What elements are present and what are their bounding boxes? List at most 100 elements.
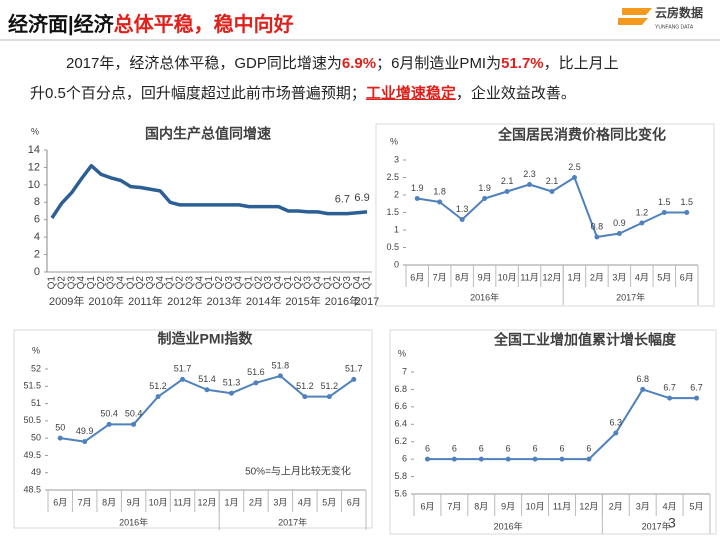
data-label: 0.9 <box>613 218 626 228</box>
y-tick-label: 6.8 <box>394 384 407 394</box>
data-label: 51.8 <box>272 360 290 370</box>
text-segment: 2017年，经济总体平稳，GDP同比增速为 <box>66 55 342 72</box>
x-tick-label: Q1 <box>322 276 333 290</box>
y-tick-label: 1 <box>394 224 399 234</box>
x-tick-label: Q1 <box>86 276 97 290</box>
x-tick-label: Q3 <box>145 276 156 290</box>
text-segment: ，比上月上 <box>543 55 619 72</box>
group-label: 2014年 <box>246 294 281 308</box>
y-tick-label: 5.6 <box>394 488 407 498</box>
data-label: 51.7 <box>345 364 363 374</box>
x-tick-label: 1月 <box>224 497 238 507</box>
point <box>302 394 308 400</box>
x-tick-label: 10月 <box>149 497 168 507</box>
data-label: 0.8 <box>591 221 604 231</box>
title-text: 经济面|经济 <box>8 14 114 36</box>
y-tick-label: 3 <box>394 154 399 164</box>
y-tick-label: 7 <box>402 366 407 376</box>
point <box>504 189 510 194</box>
data-label: 6 <box>425 444 430 454</box>
data-label: 6 <box>533 444 538 454</box>
text-segment: 升0.5个百分点，回升幅度超过此前市场普遍预期； <box>30 85 366 102</box>
y-unit: % <box>398 348 406 358</box>
chart-frame <box>375 123 715 307</box>
x-tick-label: 5月 <box>690 501 704 511</box>
y-tick-label: 0.5 <box>386 242 399 252</box>
data-label: 51.2 <box>296 381 314 391</box>
point <box>351 376 357 382</box>
y-tick-label: 4 <box>34 231 40 243</box>
data-label: 2.1 <box>501 176 514 186</box>
point <box>613 430 619 436</box>
x-tick-label: Q4 <box>352 276 363 290</box>
x-tick-label: Q2 <box>214 276 225 290</box>
x-tick-label: Q4 <box>234 276 245 290</box>
data-label: 6 <box>452 444 457 454</box>
chart-title: 全国居民消费价格同比变化 <box>497 127 666 143</box>
data-label: 51.2 <box>321 381 339 391</box>
point <box>424 456 430 462</box>
chart-title: 全国工业增加值累计增长幅度 <box>493 332 677 348</box>
x-tick-label: Q2 <box>96 276 107 290</box>
group-label: 2009年 <box>49 294 84 308</box>
data-label: 51.3 <box>223 378 241 388</box>
text-segment: 51.7% <box>501 55 544 72</box>
data-label: 6.7 <box>335 194 350 206</box>
x-tick-label: 2月 <box>590 272 604 282</box>
text-segment: ；6月制造业PMI为 <box>376 55 502 72</box>
point <box>640 386 646 392</box>
x-tick-label: 3月 <box>273 497 287 507</box>
x-tick-label: Q1 <box>244 276 255 290</box>
x-tick-label: 11月 <box>553 501 571 511</box>
point <box>532 456 538 462</box>
data-label: 51.4 <box>198 374 216 384</box>
text-segment: 6.9% <box>341 55 377 72</box>
y-tick-label: 10 <box>28 179 40 191</box>
x-tick-label: Q3 <box>66 276 77 290</box>
x-tick-label: 3月 <box>612 272 626 282</box>
x-tick-label: 1月 <box>567 272 581 282</box>
x-tick-label: Q2 <box>253 276 264 290</box>
y-tick-label: 52 <box>31 363 41 373</box>
data-label: 1.5 <box>658 197 671 207</box>
x-tick-label: Q3 <box>303 276 314 290</box>
group-label: 2011年 <box>128 294 163 308</box>
y-tick-label: 49.5 <box>23 450 41 460</box>
x-tick-label: 4月 <box>663 501 677 511</box>
data-label: 6.3 <box>610 417 623 427</box>
paragraph-line: 2017年，经济总体平稳，GDP同比增速为6.9%；6月制造业PMI为51.7%… <box>66 52 619 73</box>
x-tick-label: 11月 <box>520 272 538 282</box>
y-tick-label: 51 <box>31 398 41 408</box>
group-label: 2016年 <box>494 520 523 531</box>
point <box>639 220 645 226</box>
data-label: 6.7 <box>690 383 703 393</box>
data-label: 49.9 <box>76 426 94 436</box>
title-emphasis: 总体平稳，稳中向好 <box>113 14 294 36</box>
group-label: 2017 <box>355 296 379 308</box>
x-tick-label: 12月 <box>197 497 216 507</box>
point <box>482 196 488 201</box>
group-label: 2017年 <box>278 516 307 527</box>
data-label: 2.5 <box>568 162 581 172</box>
text-segment: 工业增速稳定 <box>365 85 456 102</box>
y-tick-label: 0 <box>394 259 399 269</box>
y-tick-label: 14 <box>28 144 40 156</box>
data-label: 51.7 <box>174 364 192 374</box>
x-tick-label: Q4 <box>76 276 87 290</box>
point <box>180 376 186 382</box>
data-label: 2.3 <box>523 169 536 179</box>
point <box>661 210 667 215</box>
x-tick-label: 12月 <box>579 501 598 511</box>
series-line <box>50 163 368 219</box>
x-tick-label: 7月 <box>433 272 447 282</box>
annotation: 50%=与上月比较无变化 <box>245 465 351 478</box>
y-tick-label: 2.5 <box>386 172 399 182</box>
chart-frame <box>13 329 373 529</box>
point <box>571 175 577 180</box>
page-number: 3 <box>668 515 676 531</box>
data-label: 50.4 <box>125 409 143 419</box>
group-label: 2016年 <box>470 291 499 302</box>
x-tick-label: 6月 <box>347 497 361 507</box>
x-tick-label: 4月 <box>298 497 312 507</box>
y-tick-label: 2 <box>34 248 40 260</box>
